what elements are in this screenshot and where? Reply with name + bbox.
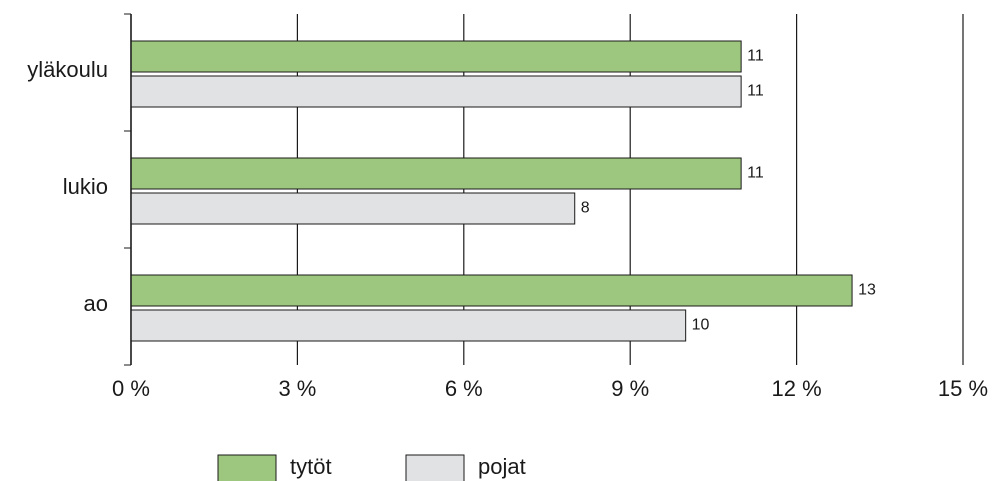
x-tick-label: 3 %	[278, 376, 316, 401]
value-label: 11	[747, 165, 764, 182]
value-label: 11	[747, 83, 764, 100]
x-tick-label: 6 %	[445, 376, 483, 401]
category-label: lukio	[63, 174, 108, 199]
value-label: 8	[581, 200, 590, 217]
category-label: yläkoulu	[27, 57, 108, 82]
bar	[130, 40, 742, 73]
bar	[130, 75, 742, 108]
legend-swatch	[405, 454, 465, 481]
bar	[130, 309, 687, 342]
bar	[130, 157, 742, 190]
bar	[130, 274, 853, 307]
value-label: 13	[858, 282, 876, 299]
x-tick-label: 9 %	[611, 376, 649, 401]
legend-swatch	[217, 454, 277, 481]
bar	[130, 192, 576, 225]
legend-label: pojat	[478, 454, 526, 479]
x-tick-label: 0 %	[112, 376, 150, 401]
x-tick-label: 12 %	[772, 376, 822, 401]
value-label: 11	[747, 48, 764, 65]
value-label: 10	[692, 317, 710, 334]
x-tick-label: 15 %	[938, 376, 988, 401]
legend-label: tytöt	[290, 454, 332, 479]
category-label: ao	[84, 291, 108, 316]
